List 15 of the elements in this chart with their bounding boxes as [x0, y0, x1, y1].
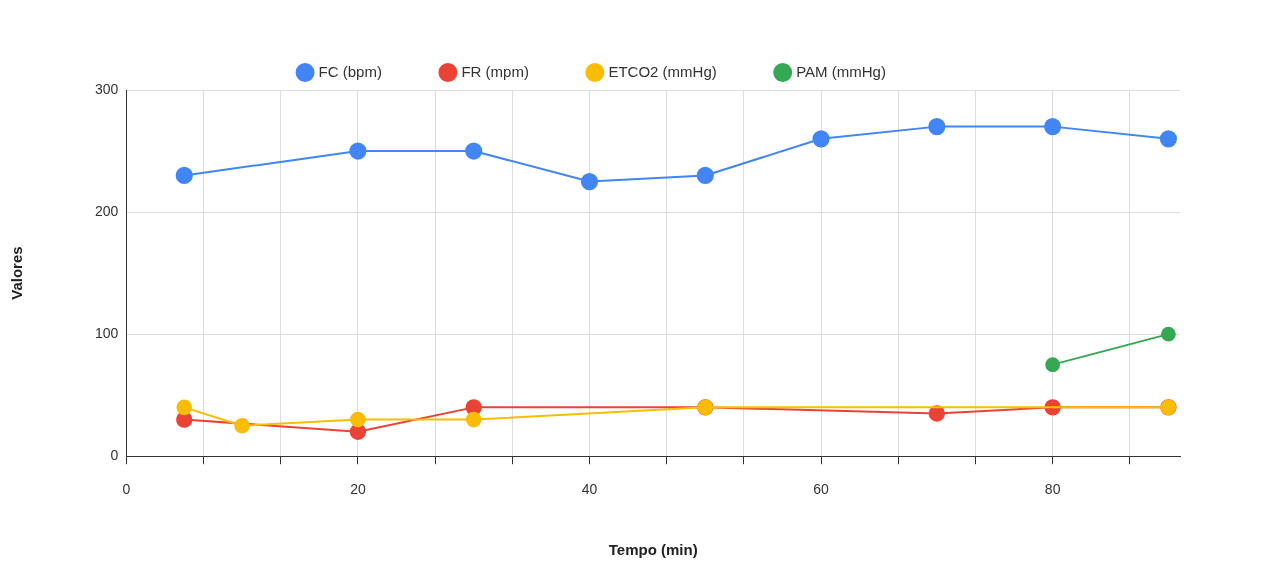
y-axis-title: Valores [8, 246, 26, 300]
legend-label: FC (bpm) [318, 62, 382, 80]
legend-label: ETCO2 (mmHg) [608, 62, 717, 80]
x-tick-label: 80 [1044, 481, 1061, 498]
legend-label: FR (mpm) [461, 62, 529, 80]
legend-label: PAM (mmHg) [796, 62, 886, 80]
y-tick-label: 300 [95, 80, 119, 97]
x-tick-label: 40 [581, 481, 598, 498]
x-axis-title: Tempo (min) [608, 541, 698, 559]
x-tick-label: 0 [122, 481, 131, 498]
y-tick-label: 100 [95, 324, 119, 341]
y-tick-label: 0 [110, 447, 119, 464]
x-tick-label: 60 [813, 481, 830, 498]
x-tick-label: 20 [350, 481, 366, 498]
y-tick-label: 200 [95, 202, 119, 219]
